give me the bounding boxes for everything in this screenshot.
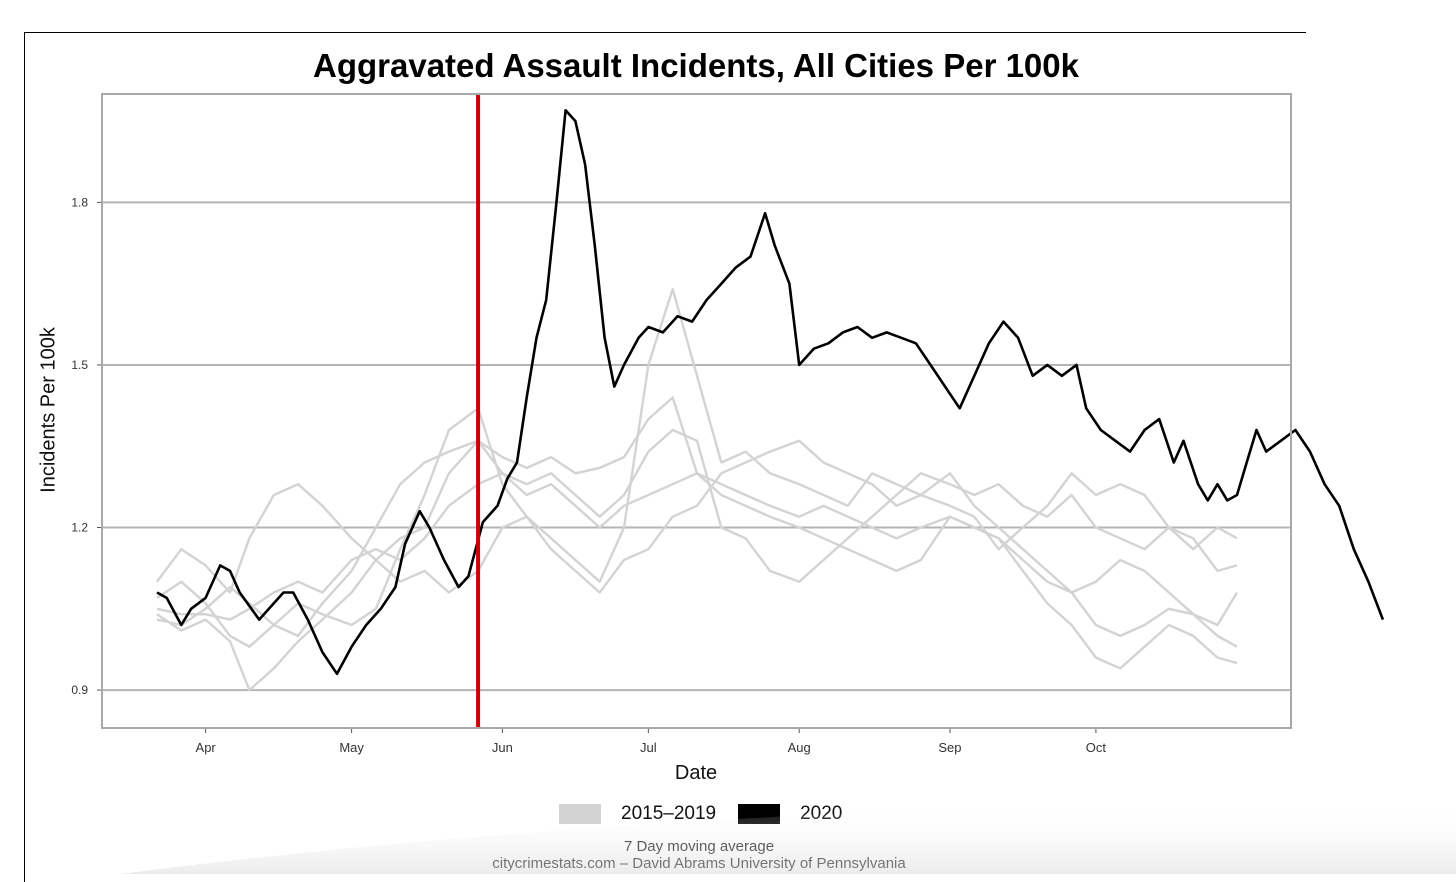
legend-swatch-2020 <box>738 804 781 824</box>
series-line-2015-2019-4 <box>156 428 1238 638</box>
x-tick-label-Aug: Aug <box>788 740 811 755</box>
y-tick-label-1.5: 1.5 <box>71 358 88 372</box>
figure-frame <box>24 32 1306 882</box>
x-tick-label-Sep: Sep <box>938 740 961 755</box>
x-tick-label-Oct: Oct <box>1086 740 1107 755</box>
series-line-2020 <box>156 109 1385 676</box>
x-tick-label-Apr: Apr <box>196 740 217 755</box>
legend-item-2020: 2020 <box>738 803 842 825</box>
y-tick-label-1.2: 1.2 <box>71 521 88 535</box>
legend-label-2020: 2020 <box>800 803 843 824</box>
caption: 7 Day moving average citycrimestats.com … <box>0 838 1398 872</box>
legend-swatch-2015-2019 <box>559 804 601 824</box>
chart-title: Aggravated Assault Incidents, All Cities… <box>313 47 1079 84</box>
x-tick-label-May: May <box>339 740 364 755</box>
y-tick-label-1.8: 1.8 <box>71 195 88 209</box>
y-axis-label: Incidents Per 100k <box>37 327 60 493</box>
caption-line-2: citycrimestats.com – David Abrams Univer… <box>492 855 906 872</box>
series-line-2015-2019-5 <box>156 472 1238 670</box>
legend-item-2015-2019: 2015–2019 <box>559 803 716 825</box>
caption-line-1: 7 Day moving average <box>623 838 775 855</box>
series-line-2015-2019-2 <box>156 287 1238 648</box>
plot-panel-border <box>101 93 1292 729</box>
y-tick-label-0.9: 0.9 <box>71 683 88 697</box>
legend-label-2015-2019: 2015–2019 <box>621 803 717 824</box>
x-tick-label-Jul: Jul <box>640 740 657 755</box>
x-axis-label: Date <box>674 762 718 784</box>
x-tick-label-Jun: Jun <box>492 740 513 755</box>
series-line-2015-2019-3 <box>156 439 1239 627</box>
legend: 2015–2019 2020 <box>559 802 864 826</box>
